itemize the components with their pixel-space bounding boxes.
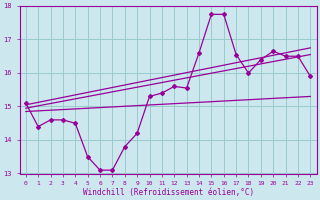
X-axis label: Windchill (Refroidissement éolien,°C): Windchill (Refroidissement éolien,°C) bbox=[83, 188, 254, 197]
